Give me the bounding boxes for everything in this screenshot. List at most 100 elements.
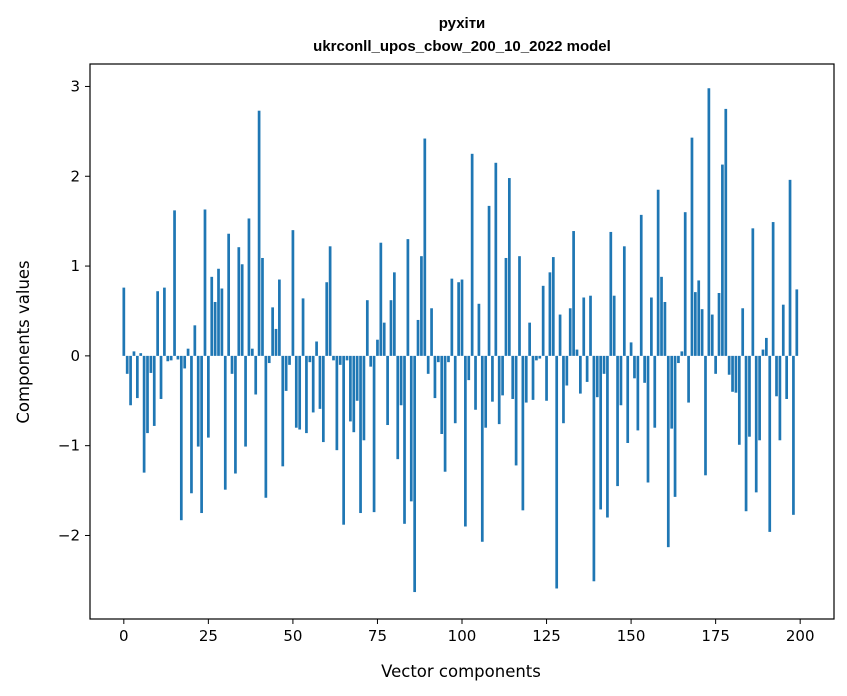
bar <box>737 355 741 445</box>
bar <box>379 242 383 356</box>
bar <box>775 355 778 397</box>
bar <box>156 291 159 356</box>
bar <box>626 355 630 443</box>
bar <box>511 355 515 399</box>
bar <box>693 292 697 356</box>
bar <box>697 280 701 356</box>
bar <box>616 355 619 487</box>
bar <box>453 355 457 424</box>
bar <box>639 214 643 356</box>
bar <box>240 264 244 356</box>
bar <box>734 355 738 393</box>
bar <box>203 209 207 356</box>
bar <box>494 162 498 356</box>
bar <box>771 222 775 356</box>
bar <box>406 239 410 356</box>
x-tick-label: 125 <box>532 627 561 645</box>
bar <box>656 189 660 356</box>
bar <box>220 288 224 356</box>
bar <box>714 355 717 374</box>
bar <box>365 300 369 356</box>
bar <box>748 355 751 437</box>
bar <box>176 355 180 360</box>
x-tick-label: 150 <box>617 627 646 645</box>
bar <box>731 355 734 392</box>
bar <box>612 295 616 356</box>
bar <box>609 231 613 356</box>
bar <box>551 257 555 356</box>
bar <box>237 247 241 356</box>
bar <box>213 301 217 356</box>
bar <box>169 355 173 361</box>
bar <box>250 348 254 356</box>
bar <box>122 287 126 356</box>
bar <box>149 355 153 373</box>
bar <box>599 355 603 510</box>
bar <box>338 355 342 365</box>
bar <box>423 138 427 356</box>
bar <box>217 268 220 356</box>
bar <box>163 287 166 356</box>
bar <box>518 256 521 356</box>
bar <box>264 355 268 498</box>
bar <box>352 355 356 433</box>
bar <box>389 300 393 356</box>
bar <box>196 355 200 447</box>
bar <box>795 289 799 356</box>
bar <box>355 355 359 401</box>
bar <box>765 337 768 356</box>
bar <box>281 355 285 467</box>
chart-title: рухіти <box>439 15 486 32</box>
bar <box>173 210 176 356</box>
bar <box>369 355 373 367</box>
bar <box>393 272 396 356</box>
bar <box>257 110 261 356</box>
bar <box>670 355 674 429</box>
chart-subtitle: ukrconll_upos_cbow_200_10_2022 model <box>313 38 611 55</box>
bar <box>467 355 471 381</box>
bar <box>514 355 518 466</box>
bar <box>562 355 565 424</box>
bar <box>450 278 454 356</box>
bar <box>629 342 633 356</box>
bar <box>541 285 545 356</box>
bar <box>643 355 646 383</box>
bar <box>399 355 403 406</box>
bar <box>677 355 680 364</box>
bar <box>653 355 657 428</box>
bar <box>504 257 508 356</box>
bar <box>531 355 535 400</box>
bar <box>349 355 352 422</box>
bar <box>724 108 728 356</box>
bar <box>690 137 694 356</box>
y-axis-label: Components values <box>14 260 33 423</box>
bar <box>139 353 143 356</box>
bar <box>758 355 761 441</box>
bar <box>521 355 525 511</box>
bar <box>315 341 318 356</box>
y-tick-label: 0 <box>70 347 80 365</box>
bar <box>663 301 667 356</box>
bar <box>704 355 707 476</box>
bar <box>464 355 467 527</box>
bar <box>751 228 755 356</box>
bar <box>457 282 460 356</box>
bar <box>585 355 589 382</box>
bar <box>535 355 538 361</box>
bar <box>507 178 511 356</box>
bar <box>650 297 653 356</box>
bar <box>744 355 748 512</box>
bar <box>386 355 389 426</box>
bar <box>555 355 559 589</box>
x-tick-label: 175 <box>701 627 730 645</box>
y-tick-label: 2 <box>70 167 80 185</box>
bar <box>247 218 251 356</box>
bar <box>335 355 339 451</box>
bar <box>294 355 298 428</box>
y-axis-ticks: −2 −1 0 1 2 3 <box>58 77 90 544</box>
bar <box>595 355 599 398</box>
bar <box>159 355 163 399</box>
bar <box>538 355 542 359</box>
bar <box>717 293 721 356</box>
